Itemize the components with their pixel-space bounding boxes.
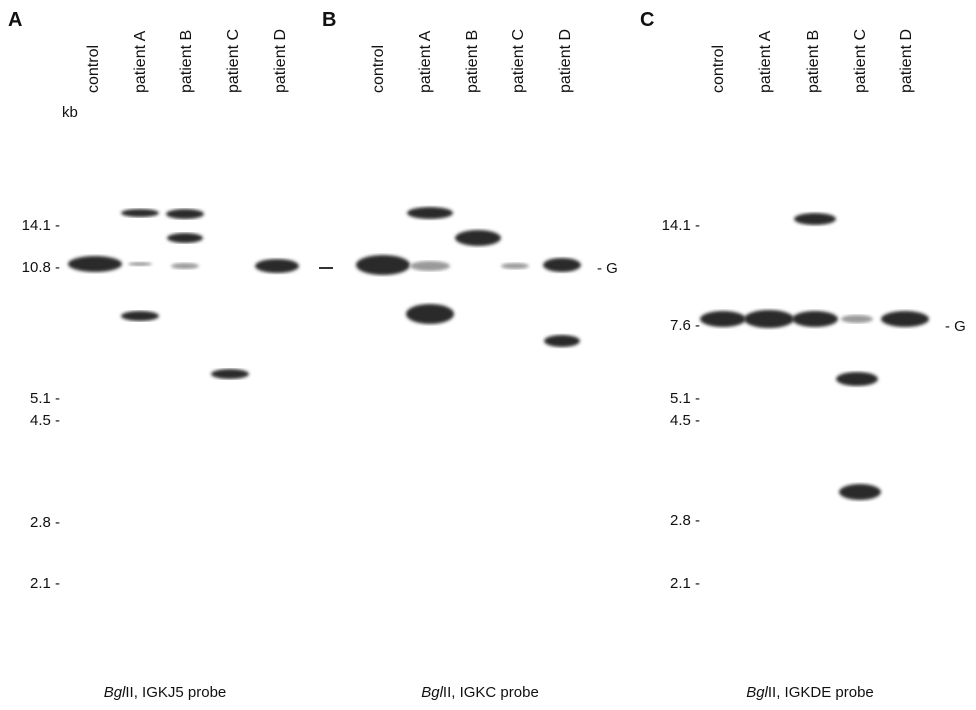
size-marker: 14.1 -	[22, 217, 60, 234]
lane-label: patient B	[178, 30, 195, 93]
size-marker: 5.1 -	[670, 390, 700, 407]
band	[410, 261, 450, 271]
band	[455, 230, 501, 246]
band	[166, 209, 204, 219]
size-marker: 4.5 -	[30, 412, 60, 429]
caption-enzyme: Bgl	[421, 684, 443, 701]
band	[700, 311, 746, 327]
band	[543, 258, 581, 272]
band	[255, 259, 299, 273]
figure: kb Acontrol patient A patient B patient C pa…	[0, 0, 976, 710]
lane-label: patient C	[225, 29, 242, 93]
lane-label: patient C	[852, 29, 869, 93]
lane-label: patient B	[464, 30, 481, 93]
size-marker: 14.1 -	[662, 217, 700, 234]
band	[406, 304, 454, 324]
lane-label: control	[370, 45, 387, 93]
bands	[68, 207, 929, 500]
panel-letter: C	[640, 9, 654, 31]
band	[544, 335, 580, 347]
band	[407, 207, 453, 219]
g-label: - G	[945, 318, 966, 335]
caption-enzyme: Bgl	[104, 684, 126, 701]
caption: BglII, IGKDE probe	[746, 684, 874, 701]
band	[841, 315, 873, 323]
caption: BglII, IGKJ5 probe	[104, 684, 227, 701]
lane-label: patient C	[510, 29, 527, 93]
lane-label: patient A	[757, 30, 774, 93]
lane-label: patient D	[272, 29, 289, 93]
lane-label: patient A	[132, 30, 149, 93]
size-marker: 2.8 -	[670, 512, 700, 529]
lane-label: patient D	[898, 29, 915, 93]
dash	[319, 267, 333, 269]
caption-text: II, IGKJ5 probe	[125, 684, 226, 701]
size-marker: 5.1 -	[30, 390, 60, 407]
size-marker: 10.8 -	[22, 259, 60, 276]
band	[501, 263, 529, 269]
lane-label: patient D	[557, 29, 574, 93]
lane-label: patient B	[805, 30, 822, 93]
caption-text: II, IGKDE probe	[768, 684, 874, 701]
band	[794, 213, 836, 225]
band	[128, 262, 152, 266]
band	[836, 372, 878, 386]
size-marker: 2.8 -	[30, 514, 60, 531]
size-marker: 2.1 -	[670, 575, 700, 592]
lane-label: patient A	[417, 30, 434, 93]
band	[121, 311, 159, 321]
band	[167, 233, 203, 243]
band	[356, 255, 410, 275]
band	[839, 484, 881, 500]
band	[121, 209, 159, 217]
panel-letter: A	[8, 9, 22, 31]
panel-letter: B	[322, 9, 336, 31]
lane-label: control	[85, 45, 102, 93]
band	[792, 311, 838, 327]
size-marker: 7.6 -	[670, 317, 700, 334]
band	[68, 256, 122, 272]
band	[211, 369, 249, 379]
size-marker: 4.5 -	[670, 412, 700, 429]
caption-enzyme: Bgl	[746, 684, 768, 701]
band	[171, 263, 199, 269]
g-label: - G	[597, 260, 618, 277]
caption: BglII, IGKC probe	[421, 684, 539, 701]
caption-text: II, IGKC probe	[443, 684, 539, 701]
lane-label: control	[710, 45, 727, 93]
unit-label: kb	[62, 104, 78, 121]
band	[744, 310, 794, 328]
band	[881, 311, 929, 327]
size-marker: 2.1 -	[30, 575, 60, 592]
